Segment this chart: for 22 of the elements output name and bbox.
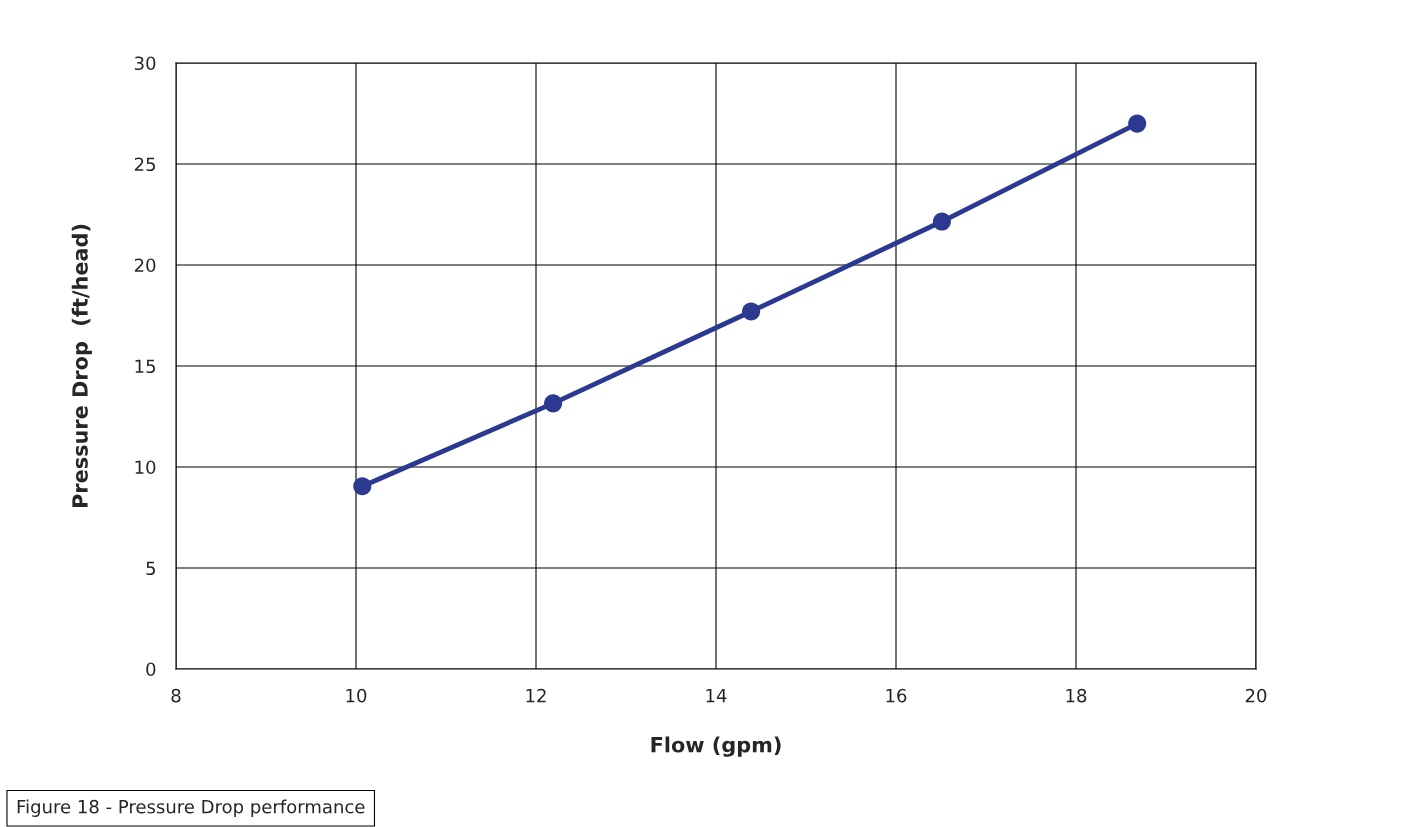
x-tick-label: 16 [886,688,907,703]
x-tick-label: 12 [526,688,546,703]
y-tick-label: 30 [134,56,156,71]
x-tick-label: 18 [1066,688,1087,703]
point [932,212,951,231]
y-tick-label: 5 [146,561,155,576]
y-tick-label: 0 [146,662,156,677]
point [742,302,761,321]
caption: Figure 18 - Pressure Drop performance [17,799,365,817]
point [1128,114,1147,133]
x-tick-label: 14 [706,689,727,703]
y-tick-label: 25 [134,157,155,172]
point [544,394,563,413]
y-tick-label: 20 [134,258,156,273]
y-tick-label: 10 [135,460,156,475]
x-tick-label: 10 [346,688,367,703]
y-axis-title: Pressure Drop (ft/head) [71,224,92,508]
x-tick-label: 20 [1245,688,1267,703]
x-tick-label: 8 [171,688,181,703]
x-axis-title: Flow (gpm) [651,736,781,757]
point [353,477,372,496]
y-tick-label: 15 [135,359,155,374]
